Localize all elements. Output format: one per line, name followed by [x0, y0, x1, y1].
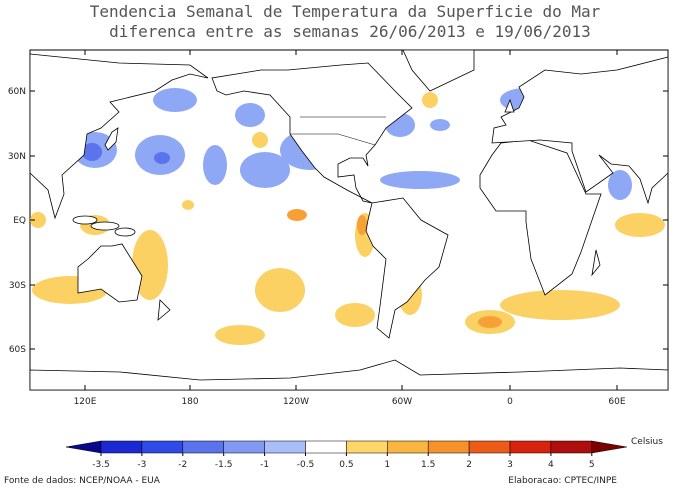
colorbar-label: -0.5 [297, 460, 315, 470]
colorbar-low [65, 440, 102, 454]
source: Fonte de dados: NCEP/NOAA - EUA [4, 476, 161, 486]
subtitle: diferenca entre as semanas 26/06/2013 e … [109, 22, 591, 41]
colorbar-box [346, 440, 388, 454]
colorbar-label: 2 [466, 460, 472, 470]
colorbar-box [427, 440, 470, 454]
lon-label: 120W [283, 397, 309, 407]
colorbar-label: 0.5 [339, 460, 353, 470]
colorbar-box [387, 440, 429, 454]
colorbar-label: 1 [384, 460, 390, 470]
colorbar-box [141, 440, 184, 454]
colorbar-label: -2 [178, 460, 187, 470]
lat-label: 30S [9, 281, 26, 291]
lon-label: 60W [392, 397, 412, 407]
lat-label: EQ [13, 216, 26, 226]
colorbar-label: -1.5 [215, 460, 233, 470]
lon-label: 120E [74, 397, 97, 407]
colorbar-box [100, 440, 143, 454]
colorbar-box [550, 440, 593, 454]
colorbar-box [509, 440, 552, 454]
colorbar-box [264, 440, 306, 454]
lat-label: 60S [9, 345, 26, 355]
colorbar-label: 3 [507, 460, 513, 470]
colorbar-box [182, 440, 224, 454]
lat-label: 60N [8, 87, 26, 97]
colorbar-box [223, 440, 265, 454]
map [29, 49, 669, 391]
colorbar-label: 1.5 [421, 460, 435, 470]
colorbar-box [305, 440, 347, 454]
lon-label: 0 [507, 397, 513, 407]
colorbar-box [468, 440, 511, 454]
colorbar-label: -3.5 [92, 460, 110, 470]
land [29, 49, 669, 391]
colorbar-label: -1 [260, 460, 269, 470]
lon-label: 60E [608, 397, 625, 407]
title: Tendencia Semanal de Temperatura da Supe… [90, 2, 601, 21]
colorbar-label: 5 [589, 460, 595, 470]
credit: Elaboracao: CPTEC/INPE [508, 476, 617, 486]
colorbar-unit: Celsius [631, 437, 663, 447]
colorbar-label: 4 [548, 460, 554, 470]
colorbar-high [591, 440, 627, 454]
lat-label: 30N [8, 152, 26, 162]
colorbar-label: -3 [137, 460, 146, 470]
lon-label: 180 [181, 397, 198, 407]
